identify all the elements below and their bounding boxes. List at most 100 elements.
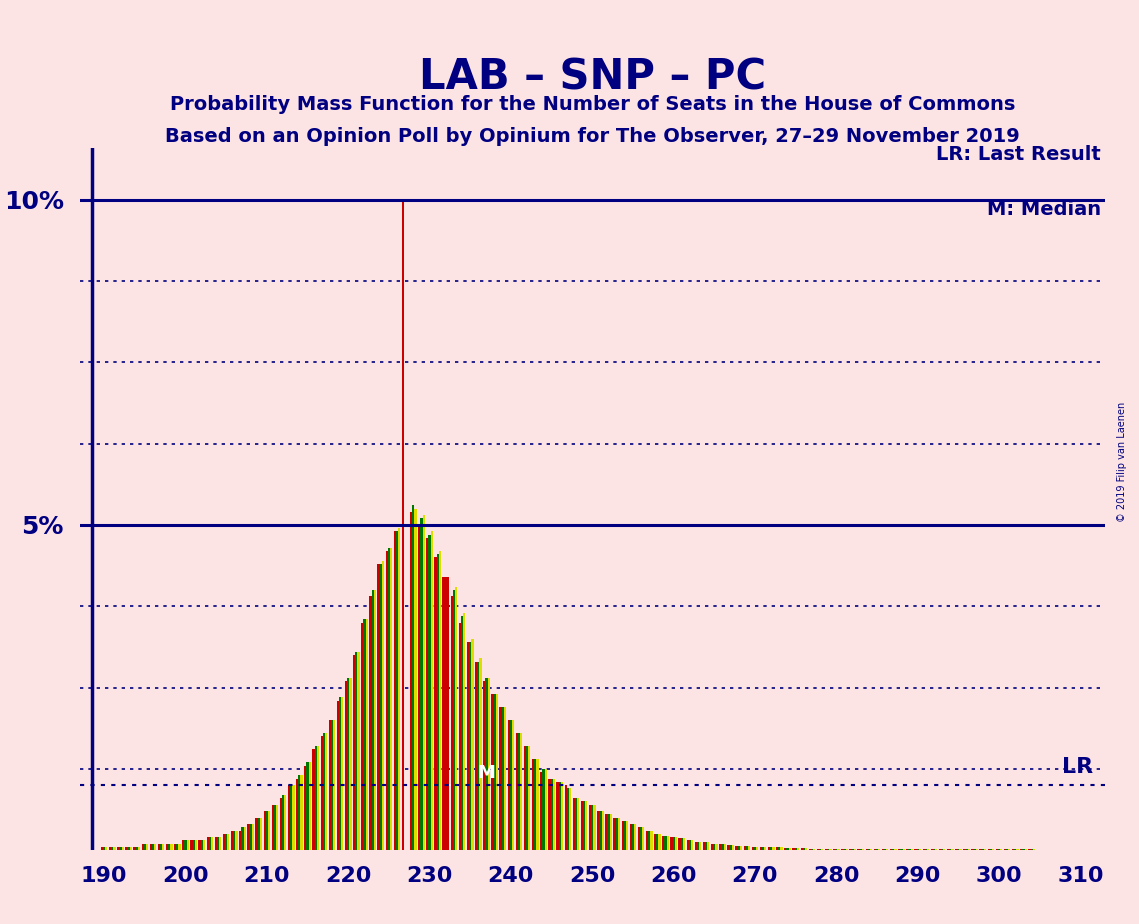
Bar	[788, 848, 790, 850]
Bar	[754, 846, 756, 850]
Bar	[617, 818, 620, 850]
Bar	[615, 818, 617, 850]
Bar	[728, 845, 729, 850]
Bar	[273, 805, 276, 850]
Bar	[697, 842, 699, 850]
Bar	[177, 844, 179, 850]
Bar	[748, 846, 751, 850]
Bar	[764, 846, 767, 850]
Bar	[583, 801, 585, 850]
Bar	[396, 531, 399, 850]
Bar	[257, 818, 260, 850]
Bar	[159, 844, 162, 850]
Bar	[493, 694, 495, 850]
Bar	[729, 845, 731, 850]
Bar	[171, 844, 172, 850]
Bar	[192, 840, 195, 850]
Bar	[785, 848, 786, 850]
Bar	[658, 833, 661, 850]
Bar	[260, 818, 262, 850]
Bar	[333, 720, 335, 850]
Bar	[206, 837, 208, 850]
Bar	[412, 505, 415, 850]
Bar	[793, 848, 795, 850]
Bar	[803, 848, 805, 850]
Bar	[573, 798, 575, 850]
Bar	[746, 846, 748, 850]
Bar	[744, 846, 746, 850]
Bar	[347, 678, 350, 850]
Bar	[469, 642, 472, 850]
Bar	[585, 801, 588, 850]
Bar	[187, 840, 189, 850]
Bar	[231, 831, 233, 850]
Bar	[112, 846, 114, 850]
Bar	[418, 525, 420, 850]
Bar	[731, 845, 734, 850]
Bar	[540, 772, 542, 850]
Bar	[117, 846, 120, 850]
Bar	[379, 564, 382, 850]
Bar	[101, 846, 103, 850]
Bar	[475, 662, 477, 850]
Bar	[350, 678, 352, 850]
Bar	[809, 849, 811, 850]
Bar	[185, 840, 187, 850]
Bar	[813, 849, 816, 850]
Bar	[544, 769, 547, 850]
Bar	[399, 529, 400, 850]
Bar	[451, 597, 453, 850]
Bar	[534, 759, 536, 850]
Bar	[239, 831, 241, 850]
Bar	[149, 844, 151, 850]
Bar	[461, 616, 464, 850]
Bar	[358, 651, 360, 850]
Bar	[480, 658, 482, 850]
Bar	[436, 554, 439, 850]
Bar	[309, 762, 311, 850]
Bar	[298, 775, 301, 850]
Bar	[780, 847, 782, 850]
Bar	[317, 746, 319, 850]
Bar	[195, 840, 197, 850]
Bar	[699, 842, 702, 850]
Bar	[434, 557, 436, 850]
Bar	[711, 844, 713, 850]
Bar	[632, 824, 634, 850]
Text: M: Median: M: Median	[986, 200, 1100, 219]
Bar	[811, 849, 813, 850]
Bar	[654, 833, 656, 850]
Bar	[162, 844, 164, 850]
Bar	[719, 844, 721, 850]
Bar	[467, 642, 469, 850]
Bar	[683, 838, 685, 850]
Bar	[526, 746, 528, 850]
Bar	[756, 846, 759, 850]
Bar	[567, 788, 570, 850]
Bar	[377, 564, 379, 850]
Bar	[371, 590, 374, 850]
Bar	[495, 694, 498, 850]
Bar	[736, 845, 738, 850]
Bar	[282, 795, 285, 850]
Bar	[589, 805, 591, 850]
Bar	[624, 821, 626, 850]
Bar	[491, 694, 493, 850]
Text: LAB – SNP – PC: LAB – SNP – PC	[419, 56, 765, 99]
Bar	[548, 779, 550, 850]
Bar	[648, 831, 650, 850]
Bar	[827, 849, 829, 850]
Bar	[369, 597, 371, 850]
Bar	[819, 849, 821, 850]
Bar	[532, 759, 534, 850]
Bar	[198, 840, 200, 850]
Bar	[268, 811, 270, 850]
Bar	[265, 811, 268, 850]
Bar	[666, 836, 669, 850]
Bar	[219, 837, 221, 850]
Bar	[130, 846, 132, 850]
Bar	[501, 707, 503, 850]
Bar	[672, 837, 674, 850]
Text: M: M	[477, 763, 495, 782]
Bar	[786, 848, 788, 850]
